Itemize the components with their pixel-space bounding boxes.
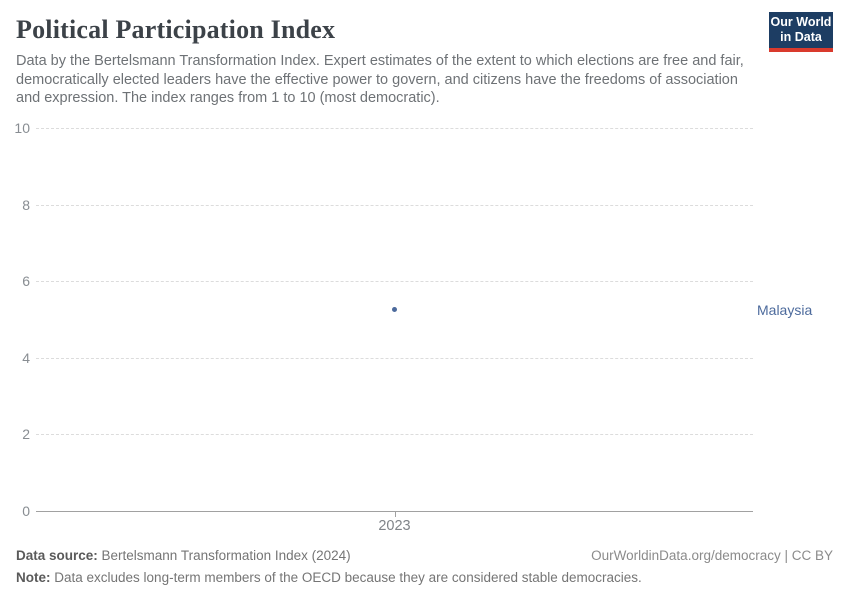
gridline-y-4 (36, 357, 753, 359)
gridline-y-8 (36, 204, 753, 206)
gridline-y-6 (36, 281, 753, 283)
y-axis-tick-label-6: 6 (22, 273, 30, 290)
page-title: Political Participation Index (16, 15, 336, 44)
x-axis-tick-mark (394, 511, 396, 517)
gridline-y-0 (36, 511, 753, 512)
entity-label-malaysia[interactable]: Malaysia (757, 301, 813, 318)
note-text: Data excludes long-term members of the O… (50, 570, 642, 585)
y-axis-tick-label-10: 10 (14, 120, 30, 136)
y-axis-tick-label-4: 4 (22, 349, 30, 366)
x-axis-tick-label: 2023 (378, 518, 411, 534)
chart-subtitle: Data by the Bertelsmann Transformation I… (16, 53, 744, 106)
owid-logo[interactable]: Our World in Data (769, 12, 833, 52)
owid-logo-line1: Our World (770, 15, 832, 29)
y-axis-tick-label-2: 2 (22, 426, 30, 443)
gridline-y-2 (36, 434, 753, 436)
data-source-label: Data source: (16, 548, 98, 563)
gridline-y-10 (36, 128, 753, 129)
y-axis-tick-label-0: 0 (22, 503, 30, 519)
y-axis-tick-label-8: 8 (22, 196, 30, 213)
note-label: Note: (16, 570, 51, 585)
data-source-text: Bertelsmann Transformation Index (2024) (97, 548, 351, 563)
license-link[interactable]: OurWorldinData.org/democracy | CC BY (591, 548, 833, 563)
data-point-malaysia[interactable] (392, 307, 397, 313)
owid-logo-line2: in Data (780, 30, 822, 44)
chart-footer: Data source: Bertelsmann Transformation … (16, 548, 833, 585)
data-source: Data source: Bertelsmann Transformation … (16, 548, 351, 563)
note: Note: Data excludes long-term members of… (16, 570, 833, 585)
